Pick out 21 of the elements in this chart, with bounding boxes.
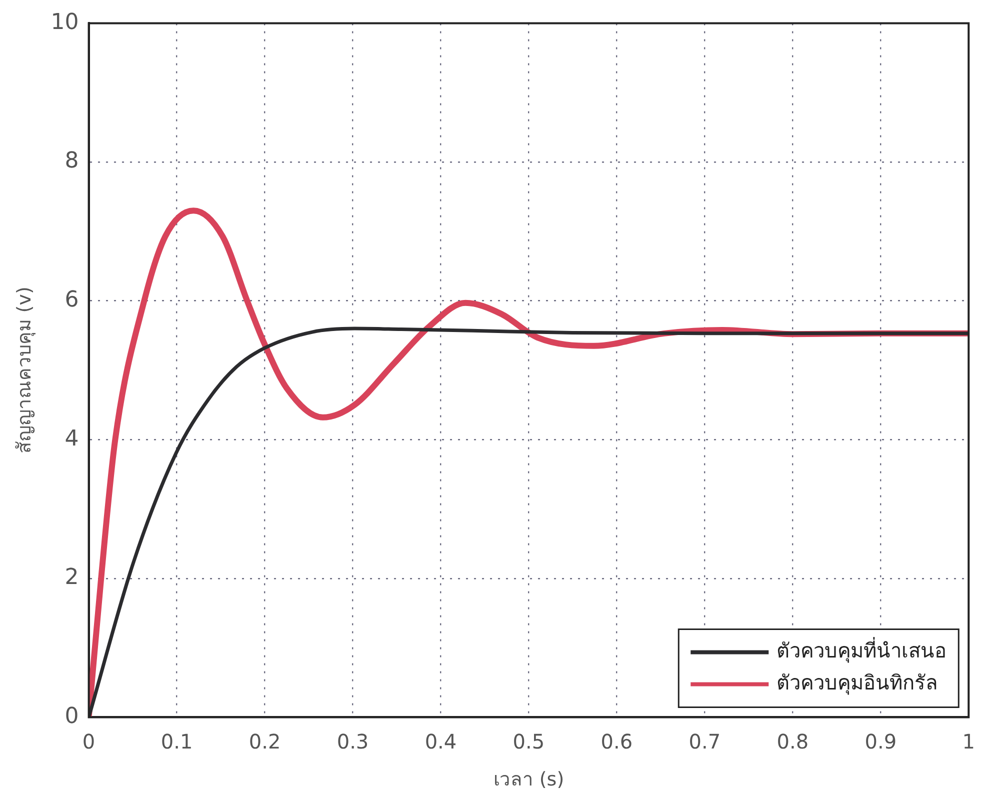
x-tick-label: 0.5 <box>512 729 545 754</box>
y-tick-label: 6 <box>64 288 79 313</box>
x-tick-label: 0.4 <box>424 729 457 754</box>
x-tick-label: 0.3 <box>336 729 369 754</box>
x-tick-label: 0.1 <box>160 729 193 754</box>
x-axis-title: เวลา (s) <box>493 768 564 791</box>
y-tick-label: 2 <box>64 565 79 590</box>
x-tick-label: 0 <box>82 729 96 754</box>
x-tick-label: 0.9 <box>864 729 897 754</box>
y-tick-label: 4 <box>64 426 79 452</box>
x-tick-label: 0.2 <box>248 729 281 754</box>
legend-label: ตัวควบคุมอินทิกรัล <box>776 670 938 696</box>
legend-label: ตัวควบคุมที่นำเสนอ <box>776 636 947 664</box>
x-tick-label: 1 <box>962 729 976 754</box>
y-tick-label: 0 <box>64 704 79 729</box>
x-tick-label: 0.6 <box>600 729 633 754</box>
y-axis-title: สัญญาณควบคุม (v) <box>13 286 36 454</box>
y-tick-label: 10 <box>50 10 79 35</box>
y-tick-label: 8 <box>64 148 79 174</box>
x-tick-label: 0.7 <box>688 729 721 754</box>
x-tick-label: 0.8 <box>776 729 809 754</box>
